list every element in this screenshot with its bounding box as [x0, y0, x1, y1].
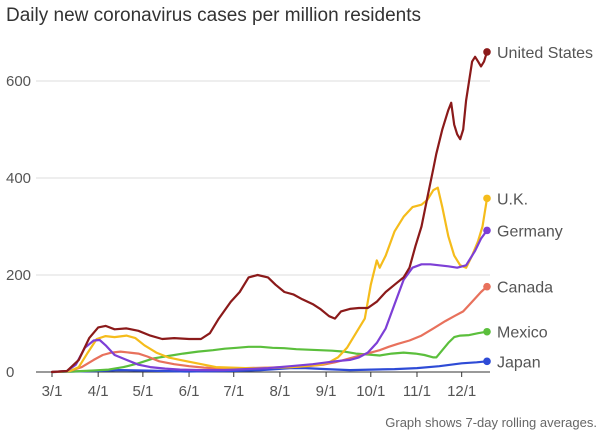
y-tick-label: 400 — [6, 170, 31, 187]
x-tick-label: 5/1 — [132, 383, 153, 400]
x-tick-label: 8/1 — [269, 383, 290, 400]
series-endpoint-u-k — [483, 194, 491, 203]
y-axis-ticks: 0 200 400 600 — [6, 73, 31, 381]
x-tick-label: 10/1 — [356, 383, 385, 400]
x-tick-label: 7/1 — [223, 383, 244, 400]
series-endpoint-canada — [483, 282, 491, 291]
series-endpoint-mexico — [483, 327, 491, 336]
series-line-mexico — [50, 330, 489, 374]
gridlines — [36, 80, 490, 276]
series-label-u-k: U.K. — [497, 191, 528, 208]
series-label-germany: Germany — [497, 223, 563, 240]
chart-note: Graph shows 7-day rolling averages. — [385, 415, 597, 430]
series-endpoint-united-states — [483, 48, 491, 56]
x-tick-label: 4/1 — [88, 383, 109, 400]
series-labels: Japan Mexico Canada U.K. Germany United State… — [497, 45, 593, 371]
series-line-germany — [50, 229, 489, 374]
series-endpoint-japan — [483, 357, 491, 366]
x-tick-label: 6/1 — [179, 383, 200, 400]
x-tick-label: 9/1 — [316, 383, 337, 400]
series-line-u-k — [50, 186, 489, 374]
y-tick-label: 600 — [6, 73, 31, 90]
series-label-japan: Japan — [497, 354, 541, 371]
x-tick-label: 12/1 — [447, 383, 476, 400]
chart-title: Daily new coronavirus cases per million … — [6, 5, 421, 26]
series-lines — [50, 48, 491, 374]
x-tick-label: 3/1 — [42, 383, 63, 400]
y-tick-label: 200 — [6, 267, 31, 284]
x-tick-label: 11/1 — [403, 383, 431, 400]
y-tick-label: 0 — [6, 364, 14, 381]
series-line-united-states — [50, 50, 489, 374]
x-axis-ticks: 3/1 4/1 5/1 6/1 7/1 8/1 9/1 10/1 11/1 12/1 — [42, 372, 476, 400]
series-label-united-states: United States — [497, 45, 593, 62]
series-label-mexico: Mexico — [497, 325, 548, 342]
series-endpoint-germany — [483, 226, 491, 235]
series-label-canada: Canada — [497, 280, 553, 297]
series-line-japan — [50, 360, 489, 374]
